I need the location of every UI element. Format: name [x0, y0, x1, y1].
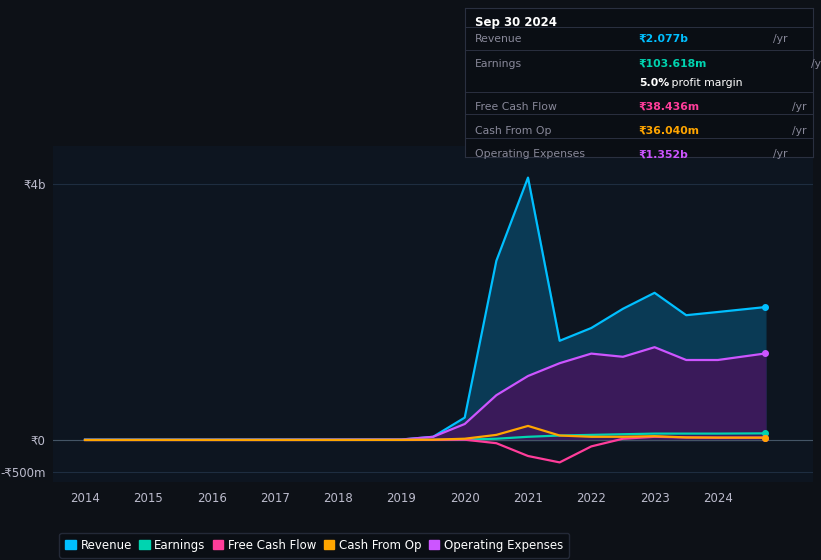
Text: /yr: /yr — [773, 34, 787, 44]
Text: ₹36.040m: ₹36.040m — [639, 125, 699, 136]
Text: /yr: /yr — [792, 125, 806, 136]
Legend: Revenue, Earnings, Free Cash Flow, Cash From Op, Operating Expenses: Revenue, Earnings, Free Cash Flow, Cash … — [59, 533, 569, 558]
Text: /yr: /yr — [792, 102, 806, 112]
Text: ₹38.436m: ₹38.436m — [639, 102, 699, 112]
Text: /yr: /yr — [773, 150, 787, 160]
Text: Earnings: Earnings — [475, 59, 522, 69]
Text: /yr: /yr — [811, 59, 821, 69]
Text: Cash From Op: Cash From Op — [475, 125, 552, 136]
Text: Revenue: Revenue — [475, 34, 523, 44]
Text: Free Cash Flow: Free Cash Flow — [475, 102, 557, 112]
Text: 5.0%: 5.0% — [639, 78, 669, 88]
Text: ₹103.618m: ₹103.618m — [639, 59, 707, 69]
Text: Operating Expenses: Operating Expenses — [475, 150, 585, 160]
Text: Sep 30 2024: Sep 30 2024 — [475, 16, 557, 29]
Text: ₹1.352b: ₹1.352b — [639, 150, 689, 160]
Text: profit margin: profit margin — [668, 78, 743, 88]
Text: ₹2.077b: ₹2.077b — [639, 34, 689, 44]
